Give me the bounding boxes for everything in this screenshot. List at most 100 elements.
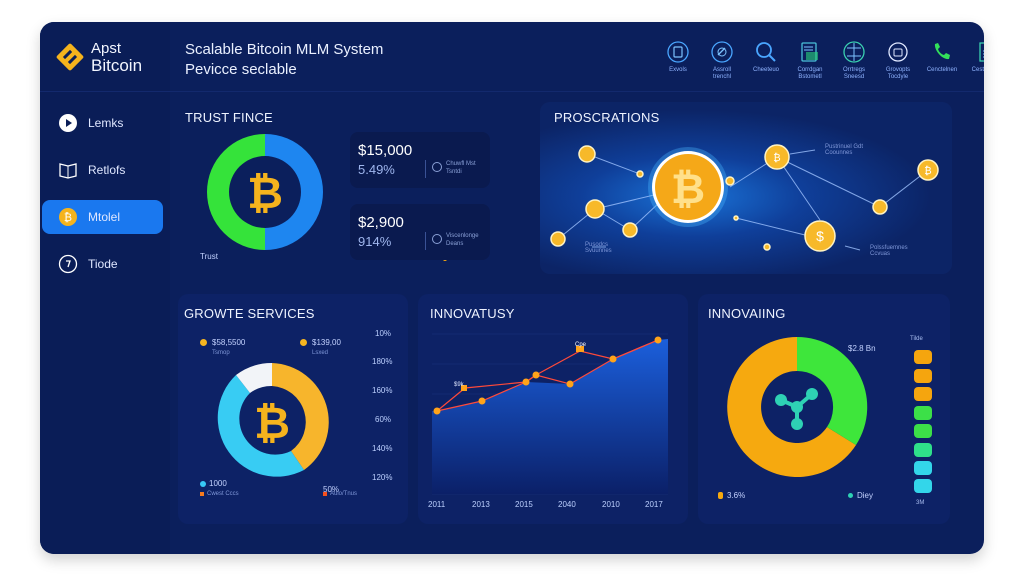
toolbar-search[interactable]: Cheeteuo (748, 40, 784, 81)
legend-dot (200, 492, 204, 496)
scale-bar (914, 369, 932, 383)
toolbar-phone[interactable]: Cenctelnen (924, 40, 960, 81)
scale-bar (914, 387, 932, 401)
scale-bar (914, 461, 932, 475)
bitcoin-icon: ₿ (671, 165, 705, 212)
book-icon (58, 160, 78, 180)
clock-icon (58, 254, 78, 274)
sidebar (40, 22, 170, 554)
dashboard-icon (801, 42, 818, 62)
document-icon (979, 42, 984, 62)
toolbar-wallet[interactable]: Exvols (660, 40, 696, 81)
legend-dot (200, 480, 206, 487)
stat-card-2[interactable]: $2,900 914% Viscenlonge Deans (350, 204, 490, 260)
sidebar-item-label: Retlofs (88, 163, 126, 177)
legend-dot (200, 339, 207, 346)
innovation-area-chart[interactable]: $9k Cpe (418, 294, 688, 524)
search-icon (756, 42, 776, 62)
x-tick: 2011 (428, 500, 446, 509)
legend-item: $58,5500 (200, 338, 245, 347)
scale-bar (914, 443, 932, 457)
network-graph[interactable]: ₿ ₿ $ ₿ (540, 102, 952, 274)
sidebar-item-label: Tiode (88, 257, 118, 271)
network-icon (843, 41, 865, 63)
legend-sub: Lsxed (312, 350, 329, 356)
wallet-icon (667, 41, 689, 63)
sidebar-item-label: Lemks (88, 116, 124, 130)
growth-panel-title: GROWTE SERVICES (184, 306, 315, 321)
toolbar-refresh[interactable]: Assroll trenchl (704, 40, 740, 81)
point-label: Cpe (575, 342, 587, 348)
sidebar-item-retlofs[interactable]: Retlofs (42, 153, 163, 187)
annotation-3: Polssfuemnes Ccvuas (870, 245, 908, 257)
play-icon (58, 113, 78, 133)
trust-panel: TRUST FINCE ₿ Trust $19/9 $15,000 5.49% … (180, 102, 510, 272)
legend-item: Cwest Cccs (200, 491, 239, 497)
trust-donut-chart[interactable]: ₿ (205, 132, 325, 252)
sidebar-item-tiode[interactable]: Tiode (42, 247, 163, 281)
point-label: $9k (454, 382, 465, 388)
stat-percent: 5.49% (358, 162, 395, 177)
page-title: Scalable Bitcoin MLM System Pevicce secl… (185, 40, 383, 80)
settings-icon (888, 42, 908, 62)
svg-text:₿: ₿ (64, 212, 72, 224)
sidebar-item-mtolel[interactable]: ₿ Mtolel (42, 200, 163, 234)
scale-bar (914, 424, 932, 438)
divider (425, 232, 426, 250)
legend-item: $139,00 (300, 338, 341, 347)
scale-top-label: Tilde (910, 336, 923, 342)
legend-value: $139,00 (312, 338, 341, 347)
y-tick: 10% (375, 329, 392, 338)
svg-text:$: $ (816, 228, 824, 244)
growth-donut-chart[interactable]: ₿ (212, 362, 332, 482)
stat-value: $15,000 (358, 142, 413, 159)
legend-sub: Aulo/Tnus (330, 491, 358, 497)
app-window: Apst Bitcoin Scalable Bitcoin MLM System… (40, 22, 984, 554)
toolbar-network[interactable]: Orrtregs Sneesd (836, 40, 872, 81)
y-tick: 120% (372, 473, 393, 482)
toolbar-dashboard[interactable]: Corrdgan Bstometl (792, 40, 828, 81)
stat-card-1[interactable]: $15,000 5.49% Chuwfl Mst Tsntdi (350, 132, 490, 188)
title-line-2: Pevicce seclable (185, 61, 297, 78)
innovation-donut-panel: INNOVAIING $2.8 Bn 3.6% Diey (698, 294, 950, 524)
legend-dot (300, 339, 307, 346)
title-line-1: Scalable Bitcoin MLM System (185, 41, 384, 58)
sidebar-item-lemks[interactable]: Lemks (42, 106, 163, 140)
toolbar-settings[interactable]: Grovopts Tocdyle (880, 40, 916, 81)
scale-bar (914, 350, 932, 364)
legend-dot (323, 492, 327, 496)
refresh-icon (711, 41, 733, 63)
y-tick: 160% (372, 386, 393, 395)
scale-bottom-label: 3M (916, 500, 925, 506)
divider (425, 160, 426, 178)
innovation-donut-title: INNOVAIING (708, 306, 786, 321)
logo-text-2: Bitcoin (91, 56, 143, 75)
legend-sub: Tsmop (212, 350, 230, 356)
legend-sub: Cwest Cccs (207, 491, 239, 497)
x-tick: 2013 (472, 500, 490, 509)
y-tick: 140% (372, 444, 393, 453)
stat-desc: Chuwfl Mst Tsntdi (446, 161, 476, 175)
innovation-donut-chart[interactable] (726, 336, 868, 478)
header-toolbar: Exvols Assroll trenchl Cheeteuo Corrdgan… (660, 40, 984, 81)
stat-value: $2,900 (358, 214, 404, 231)
svg-text:₿: ₿ (773, 152, 780, 164)
legend-value: 50% (323, 485, 340, 494)
annotation-1: Pustrinuel Gdt Coounnes (825, 144, 864, 156)
legend-value: Diey (857, 491, 874, 500)
info-icon (432, 234, 442, 244)
sidebar-item-label: Mtolel (88, 210, 121, 224)
logo[interactable]: Apst Bitcoin (55, 40, 142, 74)
x-tick: 2017 (645, 500, 663, 509)
legend-dot (848, 493, 853, 498)
toolbar-document[interactable]: Cestlenant (968, 40, 984, 81)
logo-text-1: Apst (91, 40, 122, 57)
x-tick: 2040 (558, 500, 576, 509)
bitcoin-icon: ₿ (247, 169, 283, 218)
annotation-2: Pusodcs Svuunnes (585, 242, 612, 254)
scale-bar (914, 406, 932, 420)
header: Apst Bitcoin Scalable Bitcoin MLM System… (40, 22, 984, 92)
x-tick: 2015 (515, 500, 533, 509)
y-tick: 180% (372, 357, 393, 366)
donut-top-label: $2.8 Bn (848, 344, 876, 353)
